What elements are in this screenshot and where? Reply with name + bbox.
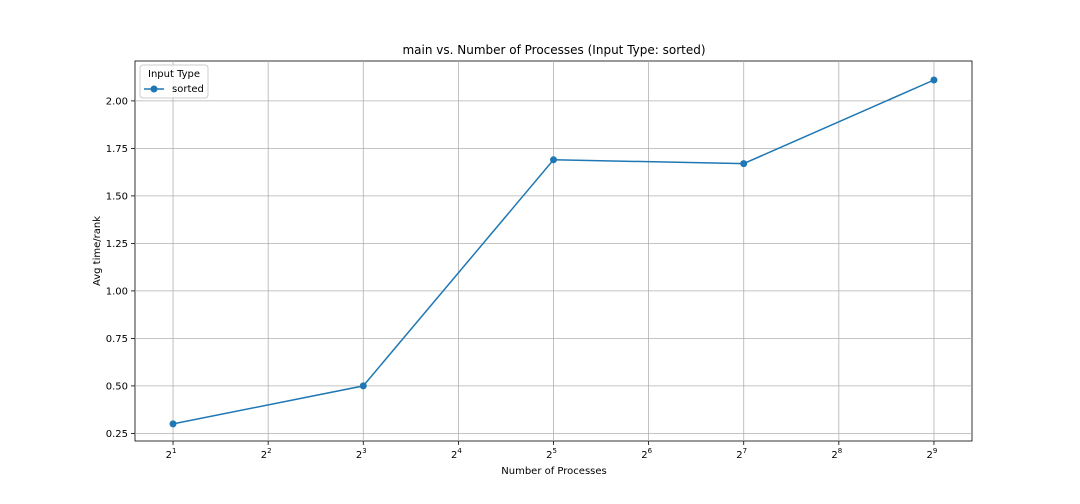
y-tick-label: 1.50 bbox=[106, 191, 128, 202]
x-tick-label: 25 bbox=[546, 447, 557, 461]
x-tick-base: 2 bbox=[641, 450, 647, 461]
y-tick-label: 0.75 bbox=[106, 334, 128, 345]
x-tick-base: 2 bbox=[546, 450, 552, 461]
x-tick-exponent: 5 bbox=[552, 447, 556, 455]
x-tick-exponent: 3 bbox=[362, 447, 366, 455]
data-point bbox=[359, 382, 367, 390]
legend-marker-sorted bbox=[150, 85, 158, 93]
x-tick-base: 2 bbox=[166, 450, 172, 461]
data-point bbox=[930, 76, 938, 84]
x-tick-exponent: 4 bbox=[457, 447, 462, 455]
legend-label-sorted: sorted bbox=[172, 84, 204, 95]
y-tick-label: 0.50 bbox=[106, 381, 128, 392]
x-tick-base: 2 bbox=[451, 450, 457, 461]
x-tick-label: 22 bbox=[261, 447, 272, 461]
x-tick-label: 21 bbox=[166, 447, 177, 461]
x-tick-base: 2 bbox=[261, 450, 267, 461]
grid bbox=[135, 61, 972, 441]
x-tick-label: 29 bbox=[927, 447, 938, 461]
data-point bbox=[550, 156, 557, 164]
x-tick-exponent: 1 bbox=[172, 447, 176, 455]
chart-title: main vs. Number of Processes (Input Type… bbox=[402, 43, 705, 57]
y-tick-label: 0.25 bbox=[106, 429, 128, 440]
x-tick-base: 2 bbox=[736, 450, 742, 461]
x-tick-label: 23 bbox=[356, 447, 367, 461]
y-axis-label: Avg time/rank bbox=[92, 216, 103, 286]
y-tick-label: 1.00 bbox=[106, 286, 128, 297]
x-tick-exponent: 7 bbox=[743, 447, 747, 455]
y-tick-label: 1.75 bbox=[106, 144, 128, 155]
data-point bbox=[740, 160, 748, 168]
x-axis-ticks: 21 22 23 24 25 26 27 28 29 bbox=[166, 441, 938, 461]
legend-title: Input Type bbox=[148, 69, 200, 80]
legend: Input Type sorted bbox=[139, 64, 209, 99]
data-point bbox=[169, 420, 177, 428]
y-tick-label: 2.00 bbox=[106, 96, 128, 107]
x-tick-label: 27 bbox=[736, 447, 747, 461]
y-tick-label: 1.25 bbox=[106, 239, 128, 250]
x-tick-base: 2 bbox=[927, 450, 933, 461]
x-tick-exponent: 2 bbox=[267, 447, 271, 455]
x-tick-exponent: 6 bbox=[648, 447, 653, 455]
x-tick-exponent: 9 bbox=[933, 447, 937, 455]
x-tick-label: 28 bbox=[831, 447, 842, 461]
series-layer bbox=[169, 76, 938, 428]
x-tick-label: 24 bbox=[451, 447, 462, 461]
x-axis-label: Number of Processes bbox=[501, 466, 606, 477]
x-tick-base: 2 bbox=[831, 450, 837, 461]
x-tick-exponent: 8 bbox=[838, 447, 842, 455]
y-axis-ticks: 0.25 0.50 0.75 1.00 1.25 1.50 1.75 2.00 bbox=[106, 96, 135, 440]
x-tick-base: 2 bbox=[356, 450, 362, 461]
x-tick-label: 26 bbox=[641, 447, 652, 461]
